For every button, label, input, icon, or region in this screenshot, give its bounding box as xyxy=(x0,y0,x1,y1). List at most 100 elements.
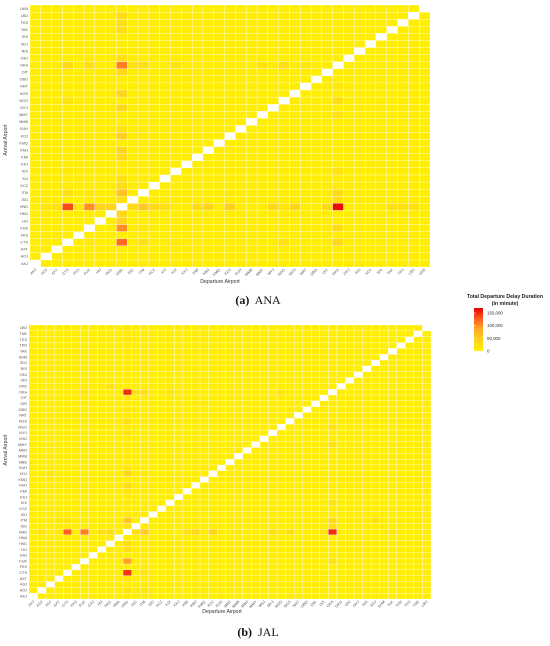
heatmap-cell xyxy=(140,575,149,582)
heatmap-cell xyxy=(105,464,115,471)
heatmap-cell xyxy=(105,523,115,530)
x-tick-label: FKS xyxy=(73,268,81,276)
heatmap-cell xyxy=(97,324,107,331)
heatmap-cell xyxy=(40,245,52,253)
x-tick-label: OIT xyxy=(319,599,327,607)
heatmap-cell xyxy=(276,458,286,466)
heatmap-cell xyxy=(29,217,41,225)
y-tick-label: ASJ xyxy=(20,583,27,587)
heatmap-cell xyxy=(88,429,98,436)
heatmap-cell xyxy=(40,118,52,126)
heatmap-cell xyxy=(278,89,290,98)
heatmap-cell xyxy=(386,132,398,140)
heatmap-cell xyxy=(234,464,243,471)
heatmap-cell xyxy=(181,125,193,133)
heatmap-cell xyxy=(97,593,107,600)
heatmap-cell xyxy=(182,441,192,448)
heatmap-cell xyxy=(405,394,415,401)
heatmap-cell xyxy=(45,528,55,536)
caption-a-text: ANA xyxy=(255,293,281,307)
heatmap-cell xyxy=(259,342,269,349)
heatmap-cell xyxy=(267,11,279,20)
heatmap-cell xyxy=(256,181,268,190)
heatmap-cell xyxy=(396,563,406,571)
heatmap-cell xyxy=(276,359,286,366)
heatmap-cell xyxy=(343,181,355,190)
heatmap-cell xyxy=(148,174,160,183)
heatmap-cell xyxy=(54,435,64,442)
heatmap-cell xyxy=(396,377,406,384)
heatmap-cell xyxy=(127,245,139,253)
heatmap-cell xyxy=(137,26,150,34)
heatmap-cell xyxy=(300,238,312,246)
y-tick-label: AXT xyxy=(20,577,28,581)
heatmap-cell xyxy=(217,342,226,349)
heatmap-cell xyxy=(386,139,398,147)
heatmap-cell xyxy=(388,464,397,471)
heatmap-cell xyxy=(202,33,214,41)
heatmap-cell xyxy=(345,482,355,489)
heatmap-cell xyxy=(332,139,344,147)
heatmap-cell xyxy=(362,418,372,425)
heatmap-cell xyxy=(73,188,85,197)
x-tick-label: SHI xyxy=(376,268,383,275)
heatmap-cell xyxy=(148,61,160,69)
heatmap-cell xyxy=(62,174,74,183)
heatmap-cell xyxy=(54,563,64,571)
heatmap-cell xyxy=(71,534,81,541)
heatmap-cell xyxy=(353,581,363,588)
heatmap-cell xyxy=(302,482,312,489)
heatmap-cell xyxy=(336,406,346,413)
heatmap-cell xyxy=(293,324,303,331)
heatmap-cell xyxy=(332,167,344,176)
heatmap-cell xyxy=(268,540,278,547)
heatmap-cell xyxy=(202,245,214,253)
heatmap-cell xyxy=(225,400,235,407)
heatmap-cell xyxy=(234,499,243,506)
heatmap-cell xyxy=(127,33,139,41)
heatmap-cell xyxy=(379,563,389,571)
heatmap-cell xyxy=(224,103,236,112)
heatmap-cell xyxy=(405,342,415,349)
heatmap-cell xyxy=(83,196,96,204)
heatmap-cell xyxy=(319,353,329,361)
heatmap-cell xyxy=(97,523,107,530)
heatmap-cell xyxy=(319,464,329,471)
heatmap-cell xyxy=(408,174,420,183)
heatmap-cell xyxy=(375,111,387,119)
heatmap-cell xyxy=(375,26,387,34)
heatmap-cell xyxy=(234,523,243,530)
heatmap-cell xyxy=(246,132,258,140)
heatmap-cell xyxy=(73,224,85,232)
heatmap-cell xyxy=(413,447,423,454)
heatmap-cell xyxy=(278,4,290,13)
heatmap-cell xyxy=(375,4,387,13)
heatmap-cell xyxy=(259,388,269,396)
heatmap-cell xyxy=(419,181,431,190)
heatmap-cell xyxy=(165,558,175,565)
heatmap-cell xyxy=(242,505,252,512)
heatmap-cell xyxy=(191,593,201,600)
heatmap-cell xyxy=(328,458,338,466)
heatmap-cell xyxy=(375,160,387,169)
heatmap-cell xyxy=(28,464,38,471)
heatmap-cell xyxy=(94,252,106,261)
heatmap-cell xyxy=(328,435,338,442)
heatmap-cell xyxy=(105,540,115,547)
heatmap-cell xyxy=(234,342,243,349)
heatmap-cell xyxy=(267,139,279,147)
panel-b-y-tick-labels: AKJAOJASJAXTCTSFKSFUKGAJHIJHKDHNAHNDISGI… xyxy=(18,326,28,598)
heatmap-cell xyxy=(170,210,182,218)
heatmap-cell xyxy=(63,406,72,413)
heatmap-cell xyxy=(165,383,175,390)
heatmap-cell xyxy=(192,96,204,105)
heatmap-cell xyxy=(73,203,85,211)
heatmap-cell xyxy=(397,160,409,169)
heatmap-cell xyxy=(105,238,117,246)
heatmap-cell xyxy=(45,330,55,337)
heatmap-cell xyxy=(300,11,312,20)
heatmap-cell xyxy=(397,217,409,225)
heatmap-cell xyxy=(328,388,338,396)
heatmap-cell xyxy=(127,68,139,76)
heatmap-cell xyxy=(422,394,432,401)
